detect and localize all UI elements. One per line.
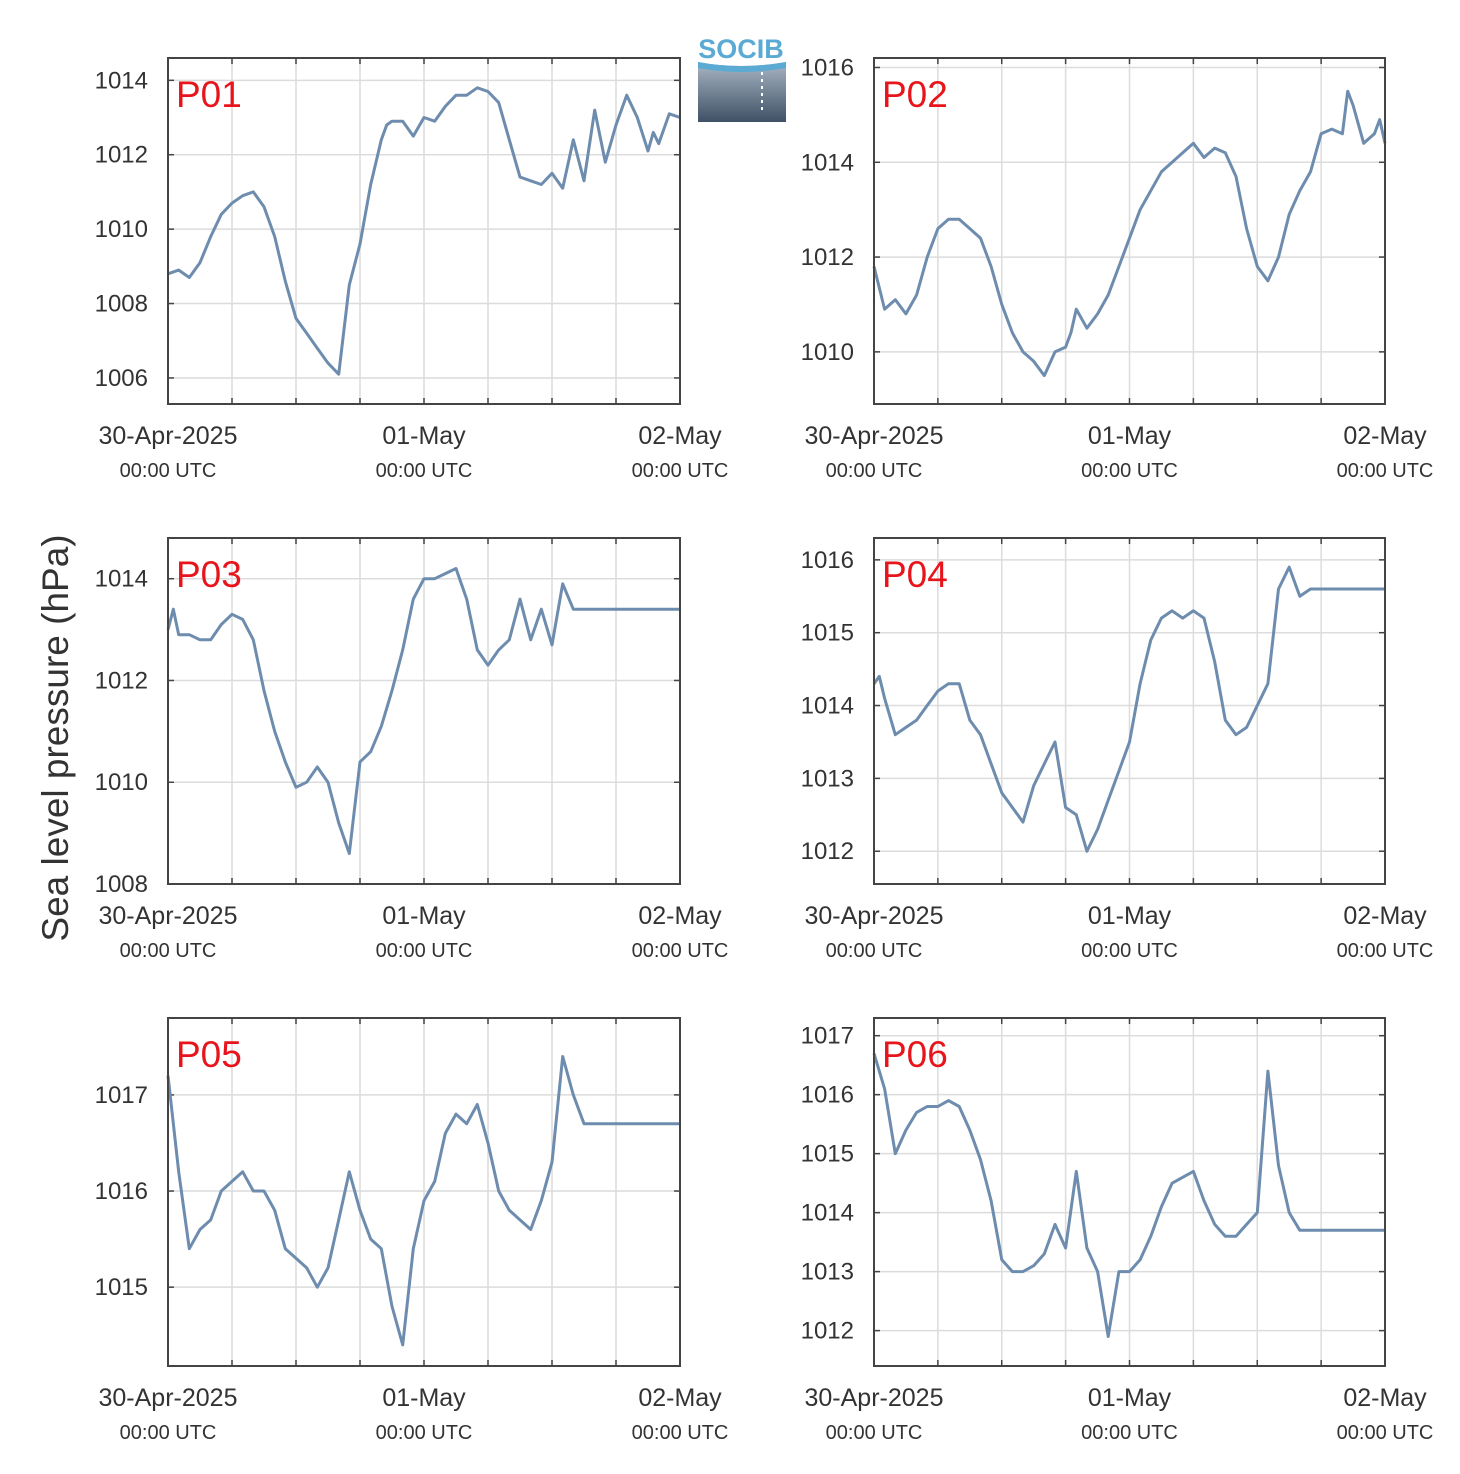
x-tick-label-time: 00:00 UTC bbox=[826, 940, 923, 962]
x-tick-label-date: 30-Apr-2025 bbox=[805, 1384, 944, 1412]
x-tick-label-date: 01-May bbox=[382, 902, 466, 930]
series-line-p06 bbox=[872, 1052, 1385, 1338]
plot-frame bbox=[873, 537, 1386, 885]
panel-label: P01 bbox=[176, 74, 242, 115]
x-tick-label-time: 00:00 UTC bbox=[1337, 1422, 1434, 1444]
plot-frame bbox=[167, 1017, 681, 1367]
panel-label: P05 bbox=[176, 1034, 242, 1075]
x-tick-label-time: 00:00 UTC bbox=[632, 460, 729, 482]
y-tick-label: 1014 bbox=[801, 693, 854, 720]
x-tick-label-date: 01-May bbox=[382, 1384, 466, 1412]
y-tick-label: 1012 bbox=[95, 142, 148, 169]
y-tick-label: 1017 bbox=[95, 1082, 148, 1109]
x-tick-label-time: 00:00 UTC bbox=[1337, 460, 1434, 482]
panel-label: P03 bbox=[176, 554, 242, 595]
panel-label: P06 bbox=[882, 1034, 948, 1075]
x-tick-label-date: 01-May bbox=[1088, 1384, 1172, 1412]
y-tick-label: 1017 bbox=[801, 1023, 854, 1050]
panel-label: P04 bbox=[882, 554, 948, 595]
series-line-p03 bbox=[166, 567, 680, 855]
series-line-p01 bbox=[167, 86, 681, 376]
plot-frame bbox=[873, 57, 1386, 405]
y-tick-label: 1014 bbox=[95, 67, 148, 94]
x-tick-label-date: 02-May bbox=[1343, 902, 1427, 930]
y-tick-label: 1015 bbox=[801, 1141, 854, 1168]
y-tick-label: 1013 bbox=[801, 765, 854, 792]
y-tick-label: 1010 bbox=[95, 216, 148, 243]
x-tick-label-date: 30-Apr-2025 bbox=[99, 902, 238, 930]
y-tick-label: 1016 bbox=[95, 1178, 148, 1205]
y-tick-label: 1013 bbox=[801, 1259, 854, 1286]
chart-panels: 1006 1008 1010 1012 1014 P01 30-Apr-2025 00:00 … bbox=[95, 54, 1434, 1444]
x-tick-label-date: 01-May bbox=[1088, 902, 1172, 930]
series-line-p05 bbox=[166, 1055, 680, 1347]
y-tick-label: 1012 bbox=[95, 667, 148, 694]
logo-wave-top bbox=[698, 62, 786, 72]
panel-label: P02 bbox=[882, 74, 948, 115]
y-tick-label: 1015 bbox=[95, 1274, 148, 1301]
y-tick-label: 1012 bbox=[801, 838, 854, 865]
x-tick-label-time: 00:00 UTC bbox=[826, 1422, 923, 1444]
y-tick-label: 1014 bbox=[95, 566, 148, 593]
x-tick-label-time: 00:00 UTC bbox=[376, 460, 473, 482]
x-tick-label-date: 02-May bbox=[1343, 422, 1427, 450]
y-tick-label: 1016 bbox=[801, 547, 854, 574]
x-tick-label-date: 01-May bbox=[1088, 422, 1172, 450]
x-tick-label-time: 00:00 UTC bbox=[1081, 460, 1178, 482]
x-tick-label-time: 00:00 UTC bbox=[826, 460, 923, 482]
x-tick-label-date: 30-Apr-2025 bbox=[99, 1384, 238, 1412]
y-tick-label: 1014 bbox=[801, 1200, 854, 1227]
y-tick-label: 1010 bbox=[801, 339, 854, 366]
y-tick-label: 1012 bbox=[801, 244, 854, 271]
series-line-p04 bbox=[872, 565, 1385, 853]
y-tick-label: 1008 bbox=[95, 291, 148, 318]
x-tick-label-time: 00:00 UTC bbox=[376, 940, 473, 962]
x-tick-label-time: 00:00 UTC bbox=[120, 460, 217, 482]
x-tick-label-date: 30-Apr-2025 bbox=[99, 422, 238, 450]
y-tick-label: 1006 bbox=[95, 365, 148, 392]
x-tick-label-date: 02-May bbox=[638, 422, 722, 450]
x-tick-label-date: 30-Apr-2025 bbox=[805, 902, 944, 930]
plot-frame bbox=[873, 1017, 1386, 1367]
socib-logo: SOCIB bbox=[698, 34, 786, 122]
panel-p05: 1015 1016 1017 P05 30-Apr-2025 00:00 UTC 01-Ma… bbox=[95, 1017, 729, 1444]
x-tick-label-time: 00:00 UTC bbox=[1081, 940, 1178, 962]
x-tick-label-date: 02-May bbox=[1343, 1384, 1427, 1412]
panel-p04: 1012 1013 1014 1015 1016 P04 30-Apr-2025 00:00 … bbox=[801, 537, 1434, 962]
x-tick-label-date: 02-May bbox=[638, 902, 722, 930]
x-tick-label-time: 00:00 UTC bbox=[632, 1422, 729, 1444]
y-tick-label: 1012 bbox=[801, 1318, 854, 1345]
x-tick-label-time: 00:00 UTC bbox=[120, 940, 217, 962]
y-tick-label: 1014 bbox=[801, 149, 854, 176]
series-line-p02 bbox=[872, 89, 1387, 378]
logo-wave bbox=[698, 62, 786, 122]
x-tick-label-date: 02-May bbox=[638, 1384, 722, 1412]
panel-p02: 1010 1012 1014 1016 P02 30-Apr-2025 00:00 UTC 0… bbox=[801, 54, 1434, 482]
panel-p01: 1006 1008 1010 1012 1014 P01 30-Apr-2025 00:00 … bbox=[95, 57, 729, 482]
y-tick-label: 1015 bbox=[801, 620, 854, 647]
panel-p03: 1008 1010 1012 1014 P03 30-Apr-2025 00:00 UTC 0… bbox=[95, 537, 729, 962]
plot-frame bbox=[167, 57, 681, 405]
x-tick-label-time: 00:00 UTC bbox=[1337, 940, 1434, 962]
x-tick-label-date: 30-Apr-2025 bbox=[805, 422, 944, 450]
y-tick-label: 1016 bbox=[801, 54, 854, 81]
x-tick-label-date: 01-May bbox=[382, 422, 466, 450]
y-tick-label: 1016 bbox=[801, 1082, 854, 1109]
y-axis-label: Sea level pressure (hPa) bbox=[35, 534, 76, 941]
x-tick-label-time: 00:00 UTC bbox=[120, 1422, 217, 1444]
x-tick-label-time: 00:00 UTC bbox=[376, 1422, 473, 1444]
y-tick-label: 1010 bbox=[95, 769, 148, 796]
plot-frame bbox=[167, 537, 681, 885]
panel-p06: 1012 1013 1014 1015 1016 1017 P06 30-Apr-2025 00… bbox=[801, 1017, 1434, 1444]
x-tick-label-time: 00:00 UTC bbox=[1081, 1422, 1178, 1444]
y-tick-label: 1008 bbox=[95, 871, 148, 898]
logo-text: SOCIB bbox=[698, 34, 784, 64]
x-tick-label-time: 00:00 UTC bbox=[632, 940, 729, 962]
